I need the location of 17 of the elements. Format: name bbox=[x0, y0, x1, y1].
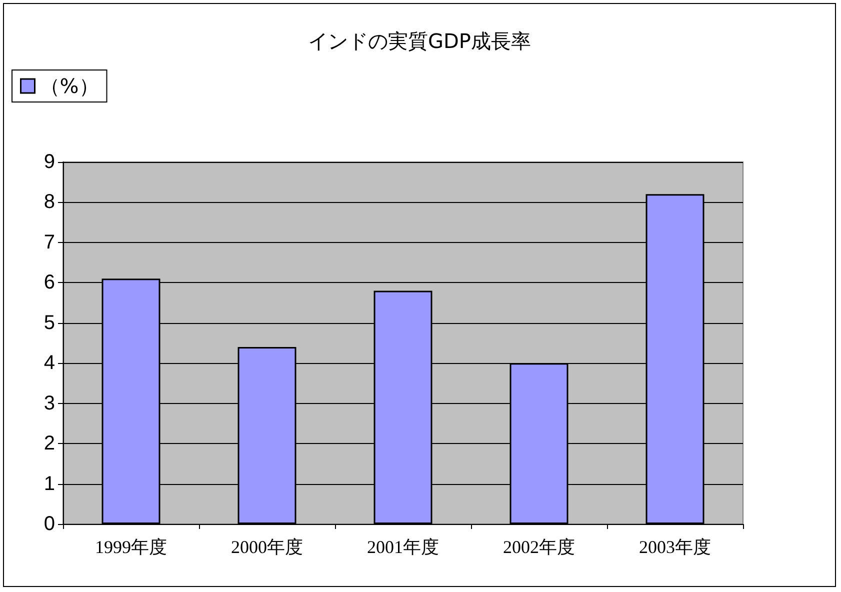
x-tick-label: 2002年度 bbox=[503, 537, 575, 557]
y-tick-label: 0 bbox=[44, 513, 55, 535]
x-tick-label: 2000年度 bbox=[231, 537, 303, 557]
y-tick-label: 4 bbox=[44, 352, 55, 374]
x-tick-label: 2001年度 bbox=[367, 537, 439, 557]
x-tick-label: 2003年度 bbox=[639, 537, 711, 557]
legend-label: （%） bbox=[40, 74, 99, 98]
chart-title: インドの実質GDP成長率 bbox=[308, 29, 531, 53]
y-tick-label: 6 bbox=[44, 272, 55, 294]
y-tick-label: 5 bbox=[44, 312, 55, 334]
y-tick-label: 9 bbox=[44, 151, 55, 173]
y-tick-label: 2 bbox=[44, 432, 55, 455]
x-tick-label: 1999年度 bbox=[95, 537, 167, 557]
y-tick-label: 8 bbox=[44, 191, 55, 214]
y-tick-label: 3 bbox=[44, 392, 55, 414]
y-tick-label: 1 bbox=[44, 472, 55, 495]
y-tick-label: 7 bbox=[44, 231, 55, 254]
